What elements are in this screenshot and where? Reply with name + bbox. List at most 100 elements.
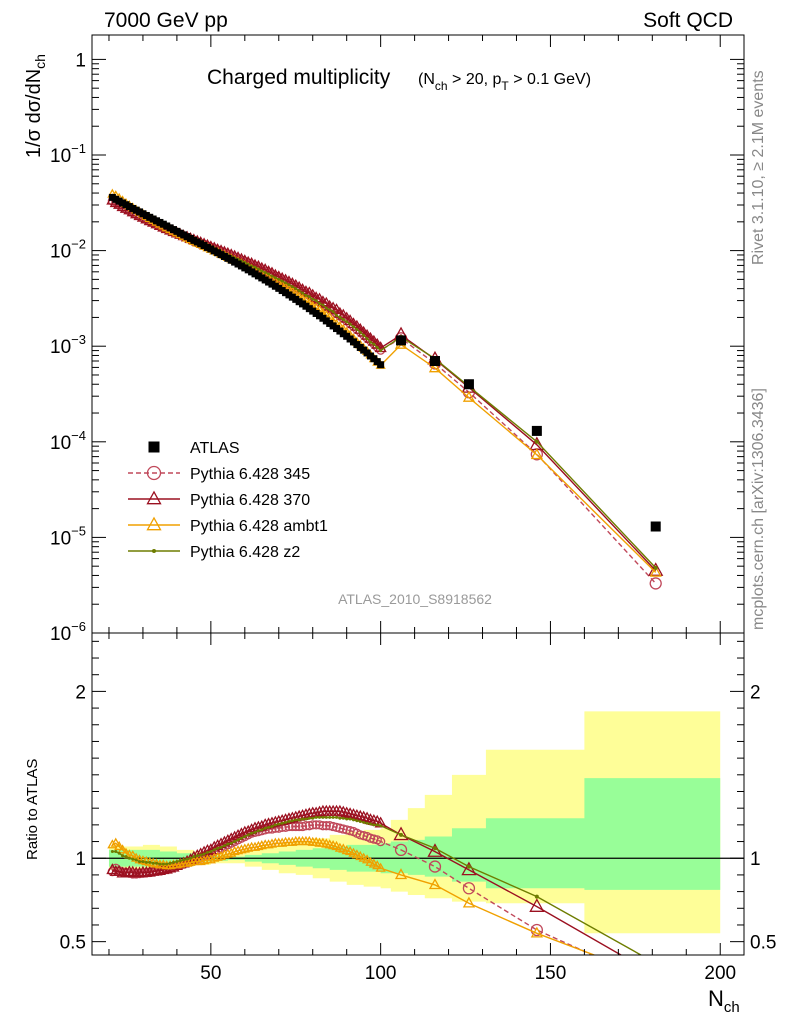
triangle-marker [428,361,442,373]
dot-marker [331,815,335,819]
ratio-y-tick-label-right: 2 [750,682,761,703]
dot-marker [341,318,345,322]
main-y-axis-label: 1/σ dσ/dNch [23,54,48,158]
dot-marker [379,824,383,828]
dot-marker [138,860,142,864]
main-axes: 1 10−1 10−2 10−3 10−4 10−5 10−6 [50,35,744,645]
dot-marker [188,856,192,860]
dot-marker [307,295,311,299]
main-line-z2 [112,195,657,569]
dot-marker [328,815,332,819]
dot-marker [205,850,209,854]
ratio-y-tick-label-right: 1 [750,849,761,870]
atlas-marker [377,361,385,369]
y-tick-exponent: −3 [71,332,86,347]
triangle-marker [232,845,244,855]
triangle-marker [236,844,247,854]
triangle-marker [164,860,176,870]
dot-marker [358,820,362,824]
main-line-370 [111,199,657,572]
triangle-marker [153,864,167,875]
dot-marker [654,961,658,965]
ratio-plot-panel: 50 100 150 200 0.5 0.5 1 1 2 2 Ratio to ATLAS Nch [24,632,776,1016]
plot-title: Charged multiplicity [207,66,391,89]
atlas-marker [148,441,160,453]
dot-marker [307,816,311,820]
triangle-marker [249,841,261,851]
dot-marker [345,817,349,821]
legend-entry: ATLAS [148,440,240,457]
dot-marker [253,830,257,834]
dot-marker [114,850,118,854]
plot-title-cut: (Nch > 20, pT > 0.1 GeV) [418,71,591,93]
dot-marker [127,856,131,860]
dot-marker [284,820,288,824]
dot-marker [365,821,369,825]
dot-marker [368,340,372,344]
triangle-marker [375,862,386,872]
dot-marker [355,819,359,823]
ratio-y-axis-label: Ratio to ATLAS [24,759,41,860]
triangle-marker [205,854,216,864]
dot-marker [304,293,308,297]
dot-marker [144,860,148,864]
dot-marker [263,271,267,275]
dot-marker [175,860,179,864]
dot-marker [117,851,121,855]
dot-marker [273,276,277,280]
triangle-marker [229,845,240,856]
triangle-marker [226,847,237,857]
dot-marker [466,864,471,869]
dot-marker [280,821,284,825]
triangle-marker [530,448,543,460]
triangle-marker [239,843,250,853]
dot-marker [158,862,162,866]
dot-marker [372,342,376,346]
triangle-marker [337,805,350,817]
dot-marker [284,281,288,285]
triangle-marker [181,857,193,867]
atlas-data-points [108,193,661,532]
atlas-marker [396,335,407,346]
dot-marker [301,291,305,295]
circle-marker [294,821,304,832]
triangle-marker [372,860,383,870]
circle-marker [311,820,321,830]
triangle-marker [107,839,118,849]
dot-marker [335,313,338,317]
triangle-marker [114,840,125,851]
dot-marker [314,299,318,303]
dot-marker [321,303,325,307]
circle-marker [146,465,162,481]
triangle-marker [649,968,662,980]
dot-marker [653,565,658,570]
triangle-marker [209,852,220,862]
atlas-marker [650,521,661,532]
dot-marker [304,817,308,821]
dot-marker [256,829,260,833]
dot-marker [294,818,298,822]
ratio-y-tick-label: 2 [75,682,86,703]
dot-marker [185,857,189,861]
y-tick-exponent: −6 [71,619,86,634]
dot-marker [328,308,332,312]
circle-marker [462,882,476,895]
dot-marker [432,846,437,851]
x-tick-label: 50 [200,963,221,984]
dot-marker [134,858,138,862]
dot-marker [297,818,301,822]
dot-marker [277,822,281,826]
triangle-marker [529,898,545,912]
dot-marker [178,859,182,863]
y-tick-label: 10−5 [50,523,86,549]
dot-marker [318,815,322,819]
dot-marker [335,815,338,819]
dot-marker [399,832,404,837]
dot-marker [212,848,216,852]
dot-marker [338,315,342,319]
triangle-marker [171,859,183,869]
ratio-y-tick-label: 0.5 [60,933,86,954]
dot-marker [202,852,206,856]
triangle-marker [462,390,476,402]
triangle-marker [263,839,274,849]
